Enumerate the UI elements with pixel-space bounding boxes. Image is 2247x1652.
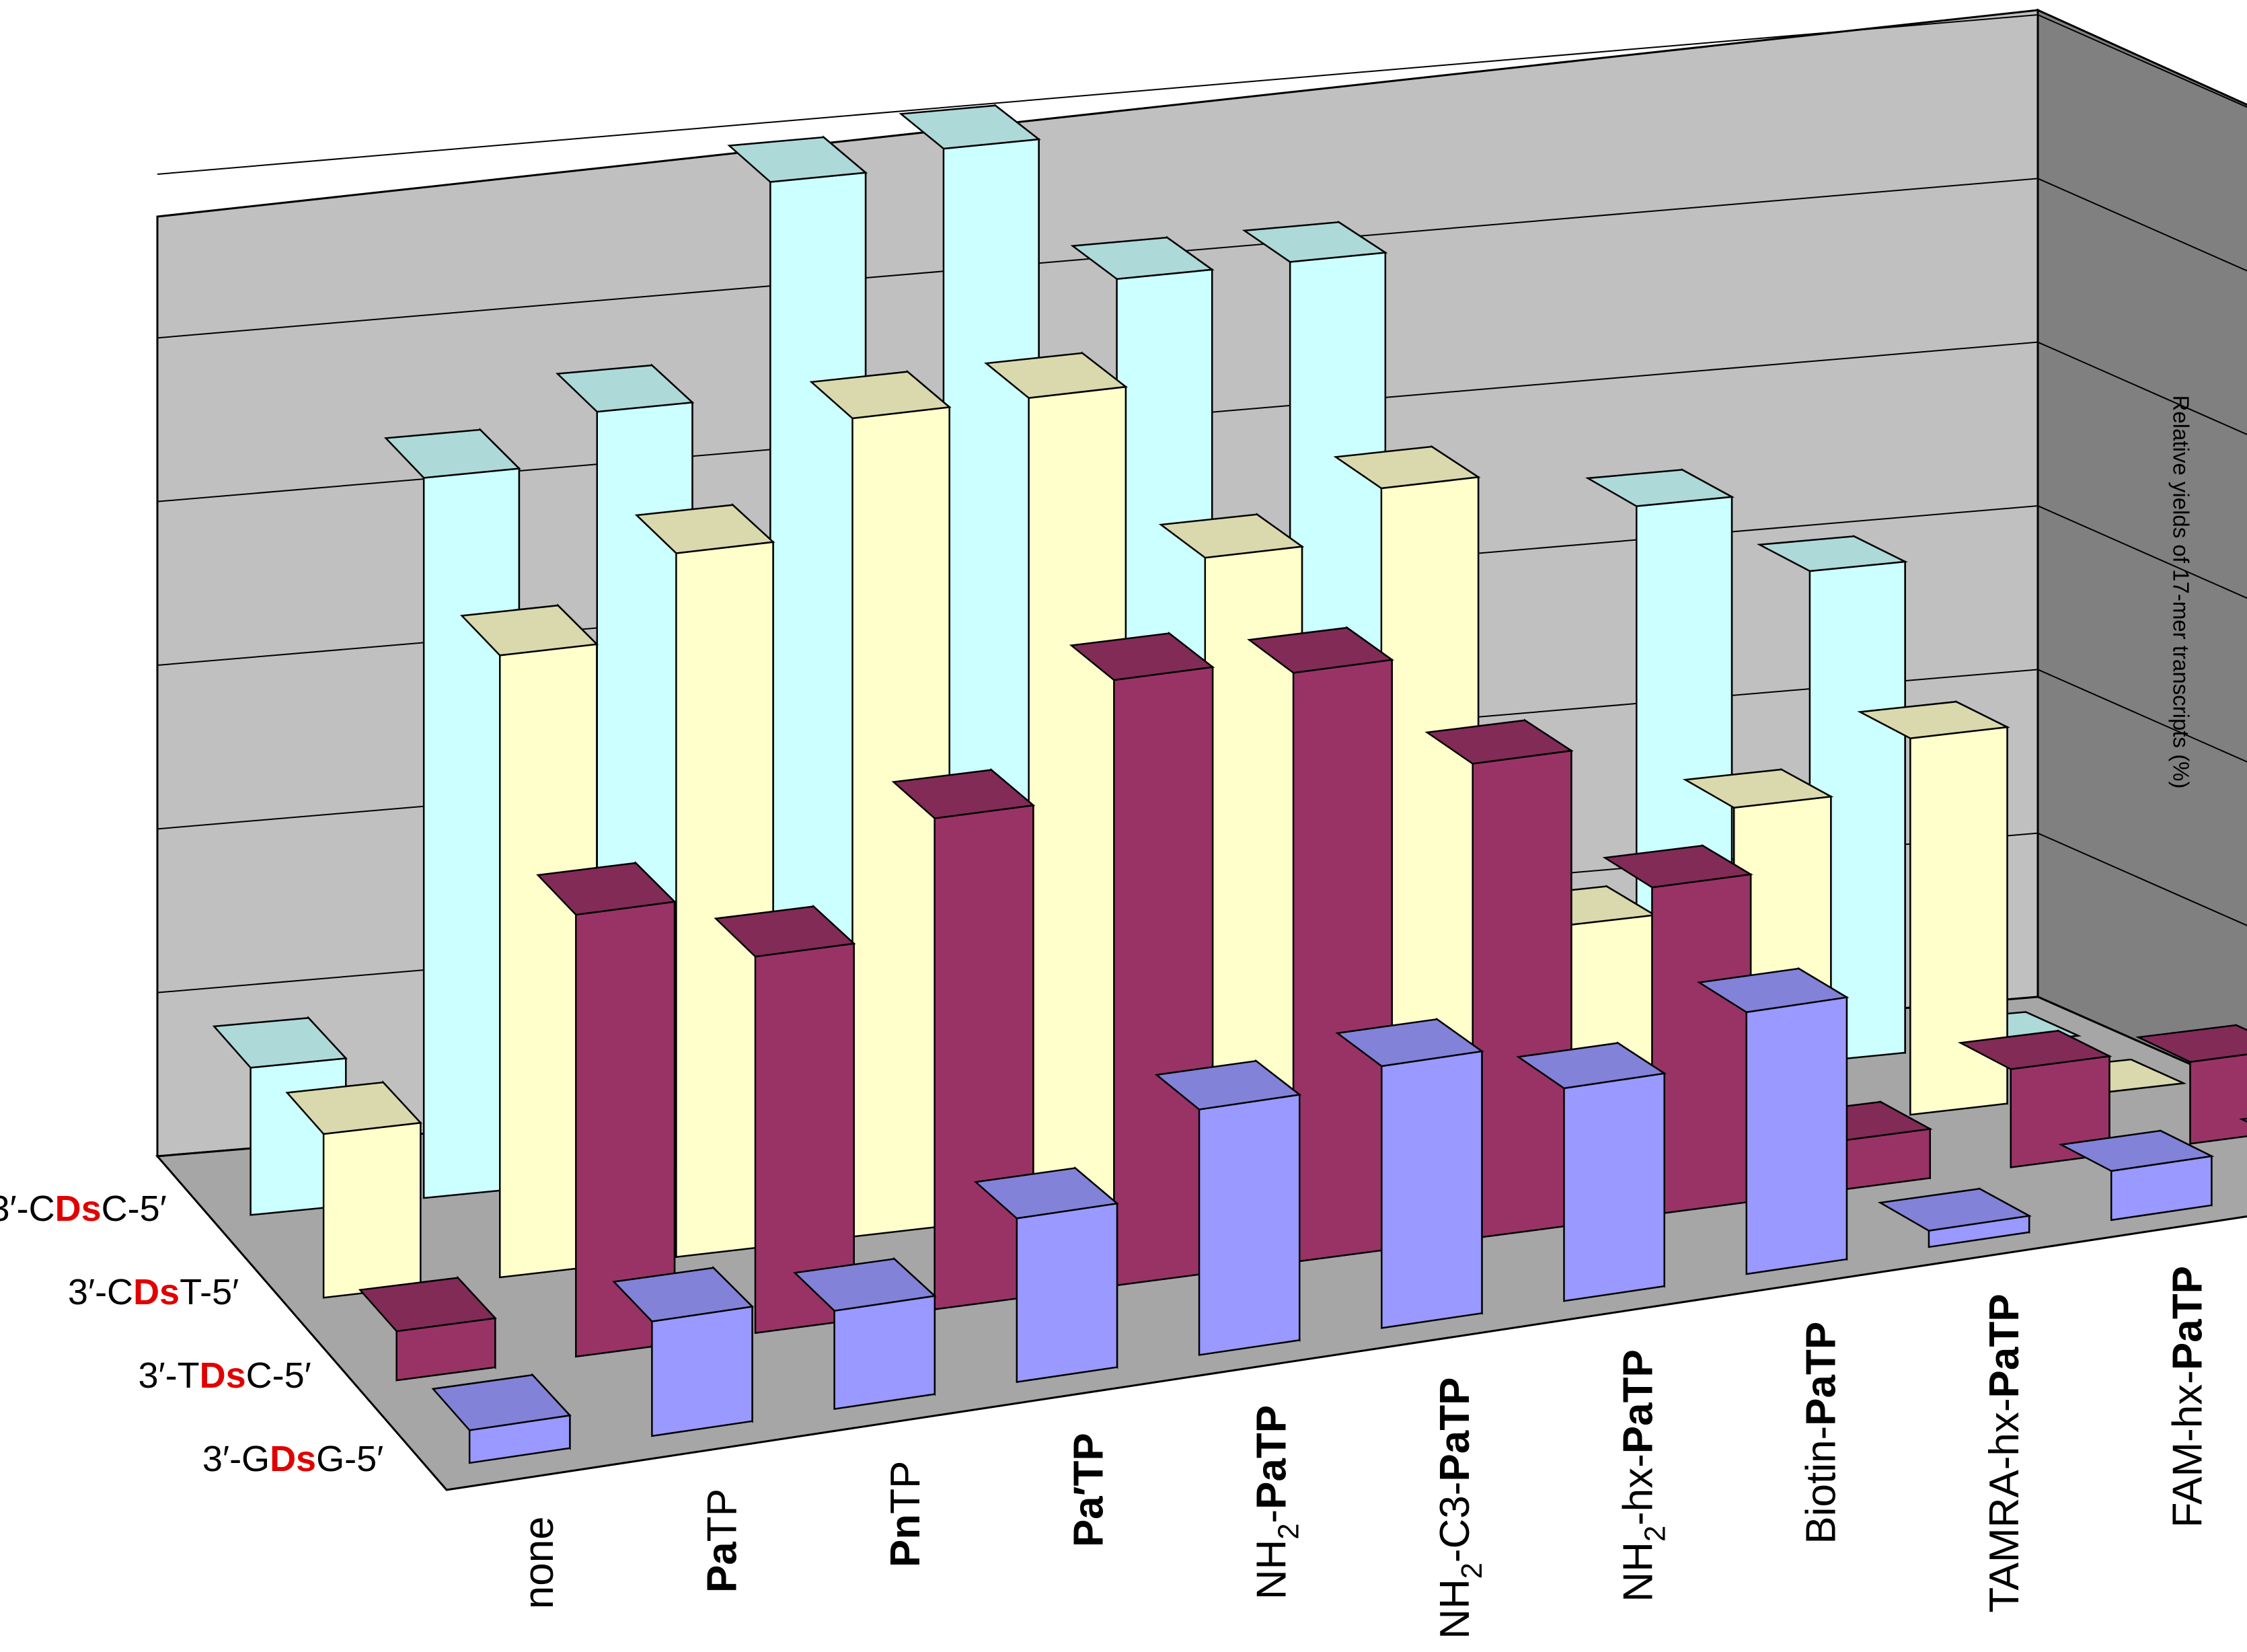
series-label: 3′-GDsG-5′: [202, 1439, 383, 1479]
bar: [1696, 967, 1850, 1275]
series-label: 3′-CDsT-5′: [68, 1272, 239, 1312]
bar: [1154, 1059, 1302, 1356]
bars: [212, 104, 2247, 1464]
bar: [714, 904, 856, 1335]
gridline: [157, 13, 2247, 175]
bar: [612, 1265, 755, 1437]
bar: [536, 860, 677, 1358]
category-label: NH2-hx-PaTP: [1615, 1349, 1672, 1602]
bar: [793, 1256, 937, 1411]
bar: [358, 1275, 497, 1382]
bar: [460, 603, 599, 1279]
bar: [2135, 1024, 2247, 1145]
category-label: Biotin-PaTP: [1798, 1322, 1845, 1544]
category-label: PnTP: [882, 1461, 929, 1567]
bar: [2239, 1117, 2247, 1123]
y-axis-label: Relative yields of 17-mer transcripts (%…: [2168, 395, 2193, 788]
category-label: TAMRA-hx-PaTP: [1981, 1293, 2028, 1612]
bar: [1957, 1029, 2112, 1168]
category-label: PaTP: [699, 1489, 746, 1593]
bar: [1602, 843, 1753, 1216]
bar: [285, 1080, 422, 1299]
category-label: none: [517, 1516, 563, 1609]
bar: [1756, 535, 1909, 1063]
bar: [1877, 1187, 2032, 1248]
series-label: 3′-CDsC-5′: [0, 1189, 167, 1229]
side-wall: [2036, 8, 2247, 1090]
bar: [1857, 700, 2010, 1116]
bar: [1335, 1017, 1484, 1329]
category-labels: none PaTP PnTP Pa′TP NH2-PaTP NH2-C3-PaTP NH2-…: [517, 1266, 2211, 1639]
bar: [973, 1166, 1119, 1384]
series-labels: 3′-CDsC-5′ 3′-CDsT-5′ 3′-TDsC-5′ 3′-GDsG-5′: [0, 1189, 383, 1479]
bar: [431, 1372, 572, 1464]
bar: [1247, 626, 1395, 1263]
category-label: FAM-hx-PaTP: [2165, 1266, 2211, 1528]
category-label: Pa′TP: [1066, 1433, 1112, 1547]
bar: [1516, 1041, 1667, 1302]
category-label: NH2-PaTP: [1249, 1405, 1305, 1600]
bar: [809, 369, 952, 1238]
series-label: 3′-TDsC-5′: [138, 1355, 311, 1396]
bar: [1333, 445, 1481, 1177]
category-label: NH2-C3-PaTP: [1432, 1378, 1488, 1639]
bar: [1069, 631, 1215, 1287]
bar: [1424, 718, 1574, 1240]
bar: [2058, 1129, 2215, 1222]
